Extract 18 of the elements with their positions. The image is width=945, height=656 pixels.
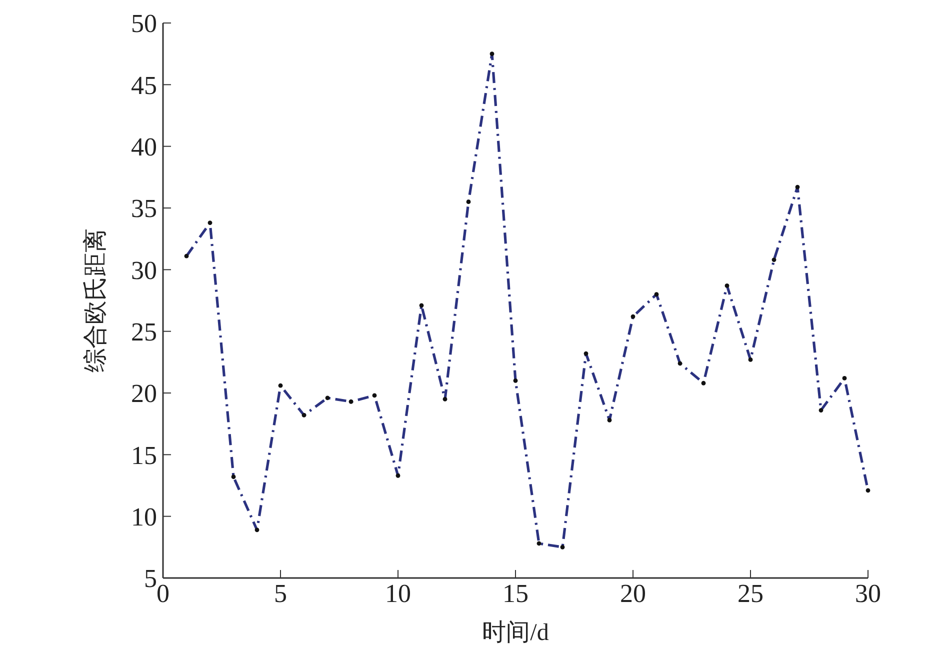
y-tick-label: 25	[131, 317, 157, 346]
x-tick-label: 25	[738, 579, 764, 608]
y-axis-title: 综合欧氏距离	[82, 228, 109, 372]
y-tick-label: 10	[131, 502, 157, 532]
y-tick-label: 20	[131, 379, 157, 408]
y-tick-label: 35	[131, 194, 157, 224]
x-tick-label: 10	[385, 579, 411, 608]
x-tick-label: 15	[502, 579, 528, 608]
x-tick-label: 0	[156, 579, 170, 608]
y-tick-label: 40	[131, 132, 157, 162]
y-tick-label: 30	[131, 256, 157, 285]
x-tick-label: 5	[274, 579, 287, 608]
y-tick-label: 15	[131, 440, 157, 470]
y-tick-label: 45	[131, 70, 157, 100]
x-axis-title: 时间/d	[482, 620, 549, 646]
x-tick-label: 30	[855, 579, 881, 608]
x-tick-label: 20	[620, 579, 646, 608]
y-tick-label: 50	[131, 9, 157, 38]
